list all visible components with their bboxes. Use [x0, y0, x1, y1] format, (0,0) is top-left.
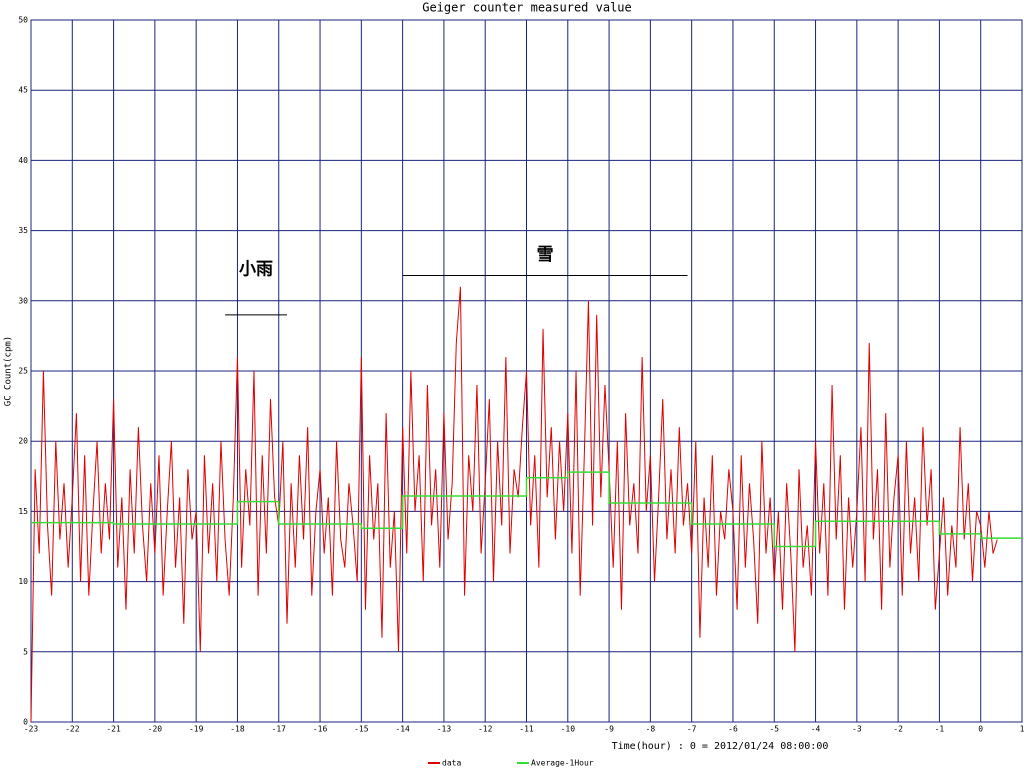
- legend-label: data: [442, 759, 461, 768]
- y-axis-label: GC Count(cpm): [4, 336, 14, 406]
- y-tick-label: 50: [18, 16, 28, 25]
- y-tick-label: 0: [23, 718, 28, 727]
- annotation-text: 小雨: [239, 259, 273, 279]
- x-tick-label: -17: [272, 725, 287, 734]
- x-tick-label: 0: [978, 725, 983, 734]
- x-tick-label: -2: [893, 725, 903, 734]
- x-tick-label: -4: [811, 725, 821, 734]
- x-tick-label: -19: [189, 725, 204, 734]
- data-line: [30, 286, 998, 723]
- x-tick-label: -20: [148, 725, 163, 734]
- x-tick-label: -16: [313, 725, 328, 734]
- y-tick-label: 15: [18, 507, 28, 516]
- x-tick-label: -11: [519, 725, 534, 734]
- annotation-text: 雪: [537, 245, 554, 265]
- x-tick-label: 1: [1020, 725, 1024, 734]
- x-tick-label: -3: [852, 725, 862, 734]
- y-tick-label: 35: [18, 226, 28, 235]
- x-tick-label: -8: [646, 725, 656, 734]
- x-tick-label: -6: [728, 725, 738, 734]
- y-tick-label: 20: [18, 437, 28, 446]
- chart-title: Geiger counter measured value: [422, 1, 632, 15]
- y-tick-label: 30: [18, 296, 28, 305]
- x-tick-label: -9: [604, 725, 614, 734]
- y-tick-label: 5: [23, 647, 28, 656]
- y-tick-label: 45: [18, 86, 28, 95]
- legend-label: Average-1Hour: [531, 759, 594, 768]
- x-tick-label: -21: [106, 725, 121, 734]
- y-tick-label: 25: [18, 367, 28, 376]
- y-tick-label: 10: [18, 577, 28, 586]
- x-axis-label: Time(hour) : 0 = 2012/01/24 08:00:00: [612, 741, 829, 752]
- x-tick-label: -23: [24, 725, 39, 734]
- x-tick-label: -5: [769, 725, 779, 734]
- x-tick-label: -14: [395, 725, 410, 734]
- y-tick-label: 40: [18, 156, 28, 165]
- x-tick-label: -15: [354, 725, 369, 734]
- x-tick-label: -12: [478, 725, 493, 734]
- x-tick-label: -13: [437, 725, 452, 734]
- x-tick-label: -10: [561, 725, 576, 734]
- x-tick-label: -18: [230, 725, 245, 734]
- x-tick-label: -7: [687, 725, 697, 734]
- data-line: [31, 471, 1022, 548]
- x-tick-label: -1: [935, 725, 945, 734]
- x-tick-label: -22: [65, 725, 80, 734]
